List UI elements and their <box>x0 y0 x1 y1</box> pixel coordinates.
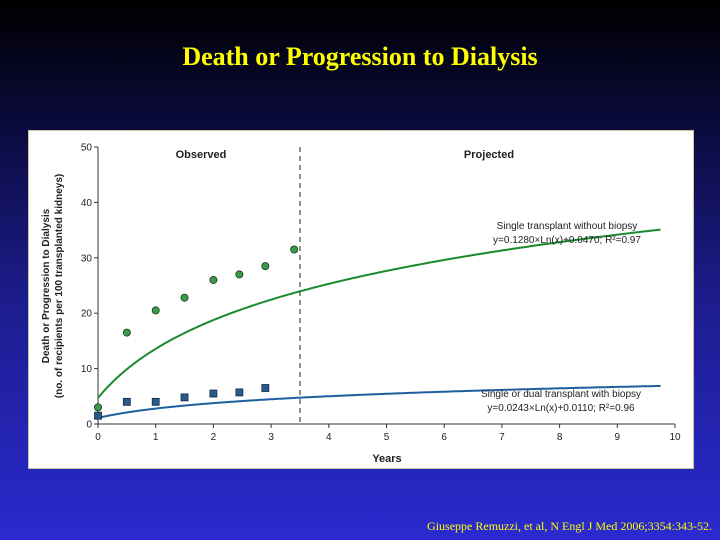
annotation-blue-line1: Single or dual transplant with biopsy <box>481 389 641 400</box>
data-point-blue <box>122 397 131 406</box>
fit-line-green <box>97 228 661 399</box>
y-axis-label-line2: (no. of recipients per 100 transplanted … <box>54 174 65 399</box>
data-point-blue <box>151 397 160 406</box>
chart-ticks: 0 1 2 3 4 5 6 7 8 9 10 0 10 20 30 40 50 <box>81 143 681 444</box>
fit-curves <box>97 228 661 419</box>
x-tick-label: 1 <box>153 432 159 443</box>
data-point-green <box>209 275 218 284</box>
data-point-blue <box>235 388 244 397</box>
x-tick-label: 3 <box>268 432 274 443</box>
citation: Giuseppe Remuzzi, et al, N Engl J Med 20… <box>427 519 712 533</box>
data-markers <box>94 245 299 420</box>
annotation-blue-line2: y=0.0243×Ln(x)+0.0110; R²=0.96 <box>487 403 635 414</box>
x-axis-label: Years <box>372 453 401 465</box>
annotation-green-line1: Single transplant without biopsy <box>497 221 638 232</box>
x-tick-label: 4 <box>326 432 332 443</box>
data-point-blue <box>180 393 189 402</box>
data-point-green <box>122 328 131 337</box>
data-point-green <box>261 262 270 271</box>
y-tick-label: 40 <box>81 198 93 209</box>
y-tick-label: 0 <box>86 420 92 431</box>
x-tick-label: 2 <box>211 432 217 443</box>
region-label-projected: Projected <box>464 149 514 161</box>
data-point-green <box>290 245 299 254</box>
data-point-blue <box>94 411 102 420</box>
x-tick-label: 6 <box>441 432 447 443</box>
fit-line-blue <box>97 384 661 419</box>
y-axis-label-line1: Death or Progression to Dialysis <box>41 208 52 363</box>
slide-title: Death or Progression to Dialysis <box>182 42 538 71</box>
data-point-green <box>151 306 160 315</box>
y-tick-label: 30 <box>81 253 93 264</box>
x-tick-label: 7 <box>499 432 505 443</box>
x-tick-label: 10 <box>669 432 681 443</box>
data-point-green <box>94 403 103 412</box>
data-point-green <box>180 293 189 302</box>
line-chart: 0 1 2 3 4 5 6 7 8 9 10 0 10 20 30 40 50 Observed Project… <box>41 143 681 466</box>
y-tick-label: 20 <box>81 309 93 320</box>
chart-panel: 0 1 2 3 4 5 6 7 8 9 10 0 10 20 30 40 50 Observed Project… <box>28 130 694 469</box>
region-label-observed: Observed <box>176 149 227 161</box>
x-tick-label: 9 <box>615 432 621 443</box>
x-tick-label: 8 <box>557 432 563 443</box>
y-tick-label: 10 <box>81 364 93 375</box>
data-point-green <box>235 270 244 279</box>
data-point-blue <box>261 384 270 392</box>
y-tick-label: 50 <box>81 143 93 154</box>
chart-axes <box>97 147 675 425</box>
x-tick-label: 0 <box>95 432 101 443</box>
x-tick-label: 5 <box>384 432 390 443</box>
data-point-blue <box>209 389 218 398</box>
annotation-green-line2: y=0.1280×Ln(x)+0.0470; R²=0.97 <box>493 235 641 246</box>
